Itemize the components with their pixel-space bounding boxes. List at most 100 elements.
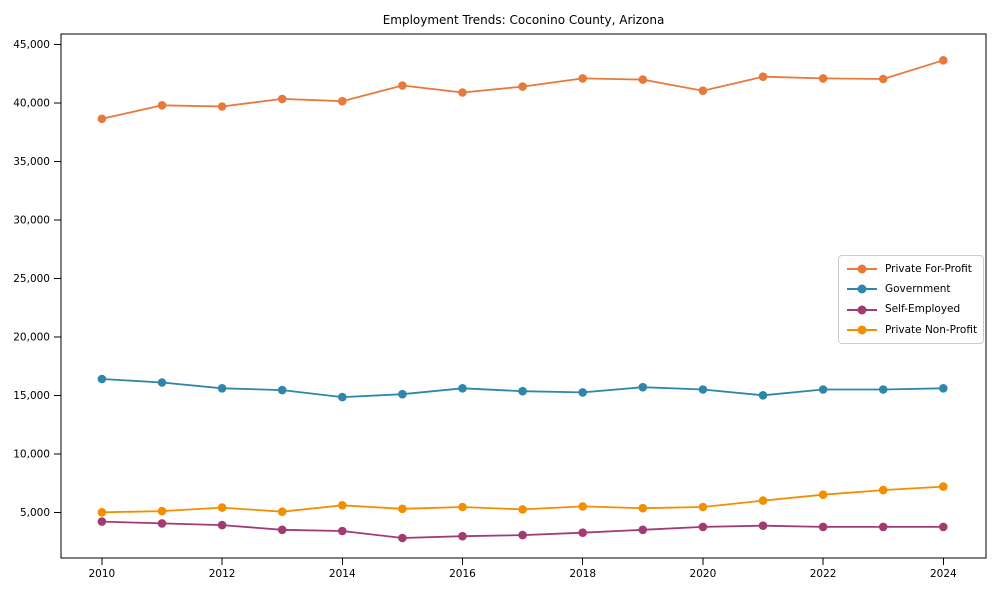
point-private-for-profit-2023 [878,74,888,84]
point-private-non-profit-2019 [638,503,648,513]
point-government-2015 [398,389,407,399]
point-private-for-profit-2021 [758,72,768,81]
point-government-2013 [277,385,287,395]
series-self-employed [97,517,948,543]
point-private-non-profit-2022 [818,490,828,500]
point-government-2018 [578,388,587,397]
point-self-employed-2012 [217,520,227,530]
legend-label: Government [885,283,951,296]
y-axis-ticks [54,44,61,513]
point-self-employed-2019 [638,525,648,535]
point-government-2021 [758,391,768,400]
point-self-employed-2021 [758,521,768,530]
point-self-employed-2018 [578,528,587,537]
ytick-label-30000: 30,000 [13,215,50,227]
legend-marker-government [847,284,877,294]
x-axis-ticks [101,558,944,565]
legend-label: Private For-Profit [885,262,972,275]
chart-title: Employment Trends: Coconino County, Ariz… [382,13,665,27]
point-private-non-profit-2020 [698,502,708,512]
point-self-employed-2022 [818,522,828,532]
ytick-label-15000: 15,000 [13,390,50,402]
point-private-for-profit-2011 [157,101,167,110]
legend-entry-private-non-profit: Private Non-Profit [847,320,978,340]
xtick-label-2020: 2020 [690,568,717,580]
xtick-label-2018: 2018 [569,568,596,580]
point-private-non-profit-2012 [217,503,227,512]
point-government-2023 [878,385,888,394]
xtick-label-2010: 2010 [89,568,116,580]
point-self-employed-2014 [338,526,347,536]
point-government-2020 [698,385,708,394]
ytick-label-45000: 45,000 [13,39,50,51]
xtick-label-2012: 2012 [209,568,236,580]
legend: Private For-Profit Government Self-Emplo… [838,255,984,344]
point-private-for-profit-2019 [638,75,648,84]
xtick-label-2014: 2014 [329,568,356,580]
legend-entry-private-for-profit: Private For-Profit [847,259,975,279]
ytick-label-10000: 10,000 [13,448,50,460]
point-self-employed-2020 [698,522,708,532]
point-government-2019 [638,382,648,392]
xtick-label-2016: 2016 [449,568,476,580]
ytick-label-25000: 25,000 [13,273,50,285]
point-private-for-profit-2013 [277,94,287,104]
point-private-non-profit-2016 [458,502,467,512]
point-private-for-profit-2017 [518,82,527,91]
point-government-2016 [458,384,467,393]
ytick-label-20000: 20,000 [13,331,50,343]
point-government-2017 [518,386,527,396]
point-private-non-profit-2021 [758,496,768,505]
point-private-for-profit-2022 [818,74,828,83]
series-private-non-profit [97,482,948,517]
xtick-label-2022: 2022 [810,568,837,580]
legend-entry-self-employed: Self-Employed [847,300,975,320]
point-private-non-profit-2010 [97,508,107,517]
point-government-2012 [217,384,227,393]
legend-marker-self-employed [847,305,877,315]
point-private-non-profit-2017 [518,505,527,514]
point-government-2011 [157,378,167,387]
point-private-for-profit-2012 [217,102,227,111]
point-government-2022 [818,385,828,394]
point-private-for-profit-2024 [939,56,948,65]
point-private-for-profit-2015 [398,81,407,90]
point-self-employed-2011 [157,519,167,528]
legend-marker-private-for-profit [847,264,877,274]
ytick-label-5000: 5,000 [20,507,50,519]
xtick-label-2024: 2024 [930,568,957,580]
point-private-non-profit-2024 [939,482,948,491]
series-private-for-profit [97,56,948,124]
point-private-non-profit-2013 [277,507,287,516]
point-self-employed-2023 [878,522,888,532]
point-private-for-profit-2020 [698,86,708,95]
legend-label: Private Non-Profit [885,323,978,336]
point-private-for-profit-2018 [578,74,587,83]
point-self-employed-2010 [97,517,107,526]
point-private-for-profit-2016 [458,88,467,97]
ytick-label-40000: 40,000 [13,98,50,110]
point-self-employed-2024 [939,522,948,532]
point-private-non-profit-2018 [578,502,587,511]
legend-marker-private-non-profit [847,325,877,335]
point-government-2024 [939,384,948,393]
point-self-employed-2017 [518,530,527,540]
legend-entry-government: Government [847,279,975,299]
point-government-2010 [97,374,107,384]
point-private-non-profit-2023 [878,485,888,495]
series-government [97,374,948,402]
plot-border [60,33,987,559]
ytick-label-35000: 35,000 [13,156,50,168]
point-private-for-profit-2010 [97,114,107,124]
point-government-2014 [338,392,347,402]
point-private-non-profit-2014 [338,501,347,510]
legend-label: Self-Employed [885,303,961,316]
point-self-employed-2016 [458,531,467,541]
point-private-non-profit-2015 [398,504,407,514]
point-private-for-profit-2014 [338,96,347,106]
point-private-non-profit-2011 [157,506,167,516]
point-self-employed-2013 [277,525,287,535]
point-self-employed-2015 [398,533,407,543]
